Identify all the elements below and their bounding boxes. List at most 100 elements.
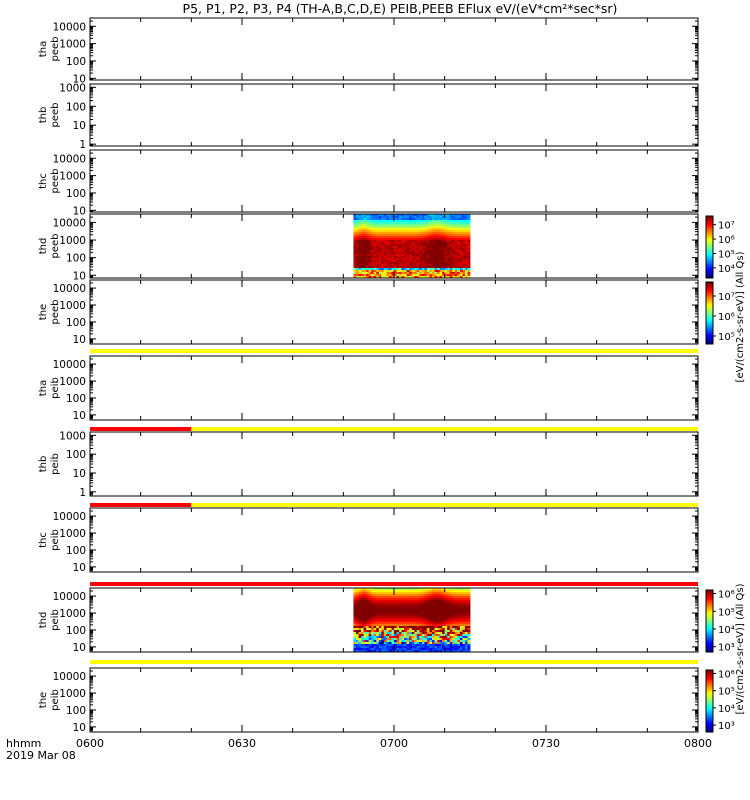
spectrogram-cell — [401, 622, 405, 625]
spectrogram-cell — [411, 602, 415, 605]
y-tick-label: 1000 — [59, 608, 86, 620]
spectrogram-cell — [363, 244, 367, 247]
spectrogram-cell — [376, 236, 380, 239]
spectrogram-cell — [371, 254, 375, 257]
spectrogram-cell — [454, 626, 458, 629]
spectrogram-cell — [459, 242, 463, 245]
spectrogram-cell — [411, 214, 415, 217]
spectrogram-cell — [424, 232, 428, 235]
spectrogram-cell — [381, 640, 385, 643]
spectrogram-cell — [426, 640, 430, 643]
spectrogram-cell — [381, 258, 385, 261]
spectrogram-cell — [429, 250, 433, 253]
spectrogram-cell — [396, 602, 400, 605]
spectrogram-cell — [368, 234, 372, 237]
spectrogram-cell — [376, 234, 380, 237]
spectrogram-cell — [419, 266, 423, 269]
spectrogram-cell — [452, 242, 456, 245]
spectrogram-cell — [421, 622, 425, 625]
spectrogram-cell — [449, 636, 453, 639]
spectrogram-cell — [404, 606, 408, 609]
spectrogram-cell — [356, 216, 359, 219]
spectrogram-cell — [447, 612, 451, 615]
spectrogram-cell — [449, 268, 453, 271]
spectrogram-cell — [406, 268, 410, 271]
spectrogram-cell — [358, 624, 362, 627]
spectrogram-cell — [409, 222, 413, 225]
spectrogram-cell — [406, 216, 410, 219]
spectrogram-cell — [414, 242, 418, 245]
spectrogram-cell — [421, 258, 425, 261]
spectrogram-cell — [442, 634, 446, 637]
spectrogram-cell — [386, 248, 390, 251]
spectrogram-cell — [399, 626, 402, 629]
spectrogram-cell — [381, 614, 385, 617]
spectrogram-cell — [353, 218, 357, 221]
spectrogram-cell — [459, 258, 463, 261]
spectrogram-cell — [429, 224, 433, 227]
spectrogram-cell — [383, 242, 387, 245]
spectrogram-cell — [439, 616, 443, 619]
spectrogram-cell — [416, 602, 420, 605]
spectrogram-cell — [376, 630, 380, 633]
spectrogram-cell — [452, 240, 456, 243]
spectrogram-cell — [391, 214, 395, 217]
spectrogram-cell — [432, 238, 435, 241]
spectrogram-cell — [419, 248, 423, 251]
spectrogram-cell — [442, 608, 446, 611]
spectrogram-cell — [399, 630, 402, 633]
spectrogram-cell — [459, 214, 463, 217]
spectrogram-cell — [358, 632, 362, 635]
spectrogram-cell — [396, 262, 400, 265]
spectrogram-cell — [416, 230, 420, 233]
spectrogram-cell — [434, 638, 438, 641]
spectrogram-cell — [388, 604, 392, 607]
spectrogram-cell — [396, 646, 400, 649]
spectrogram-cell — [386, 262, 390, 265]
colorbar-swatch — [706, 721, 713, 724]
spectrogram-cell — [376, 264, 380, 267]
spectrogram-cell — [404, 636, 408, 639]
spectrogram-cell — [356, 636, 359, 639]
spectrogram-cell — [447, 650, 451, 653]
spectrogram-cell — [432, 218, 435, 221]
spectrogram-cell — [459, 614, 463, 617]
spectrogram-cell — [361, 616, 364, 619]
spectrogram-cell — [381, 638, 385, 641]
spectrogram-cell — [429, 594, 433, 597]
spectrogram-cell — [426, 620, 430, 623]
spectrogram-cell — [396, 246, 400, 249]
spectrogram-cell — [447, 608, 451, 611]
spectrogram-cell — [404, 224, 408, 227]
spectrogram-cell — [356, 268, 359, 271]
spectrogram-cell — [416, 590, 420, 593]
spectrogram-cell — [411, 234, 415, 237]
spectrogram-cell — [361, 600, 364, 603]
spectrogram-cell — [462, 230, 466, 233]
spectrogram-cell — [388, 628, 392, 631]
spectrogram-cell — [366, 268, 370, 271]
spectrogram-cell — [467, 644, 471, 647]
spectrogram-cell — [401, 650, 405, 653]
spectrogram-cell — [459, 642, 463, 645]
colorbar-swatch — [706, 638, 713, 640]
spectrogram-cell — [452, 624, 456, 627]
spectrogram-cell — [419, 238, 423, 241]
colorbar-swatch — [706, 608, 713, 611]
spectrogram-cell — [467, 222, 471, 225]
panel-label-probe: thd — [38, 612, 49, 629]
spectrogram-cell — [386, 606, 390, 609]
spectrogram-cell — [378, 268, 382, 271]
spectrogram-cell — [401, 620, 405, 623]
spectrogram-cell — [421, 226, 425, 229]
spectrogram-cell — [363, 630, 367, 633]
spectrogram-cell — [386, 646, 390, 649]
spectrogram-cell — [394, 248, 397, 251]
y-tick-label: 10 — [73, 642, 86, 654]
spectrogram-cell — [457, 602, 461, 605]
spectrogram-cell — [391, 236, 395, 239]
spectrogram-cell — [391, 606, 395, 609]
spectrogram-cell — [373, 242, 377, 245]
spectrogram-cell — [452, 632, 456, 635]
spectrogram-cell — [452, 616, 456, 619]
